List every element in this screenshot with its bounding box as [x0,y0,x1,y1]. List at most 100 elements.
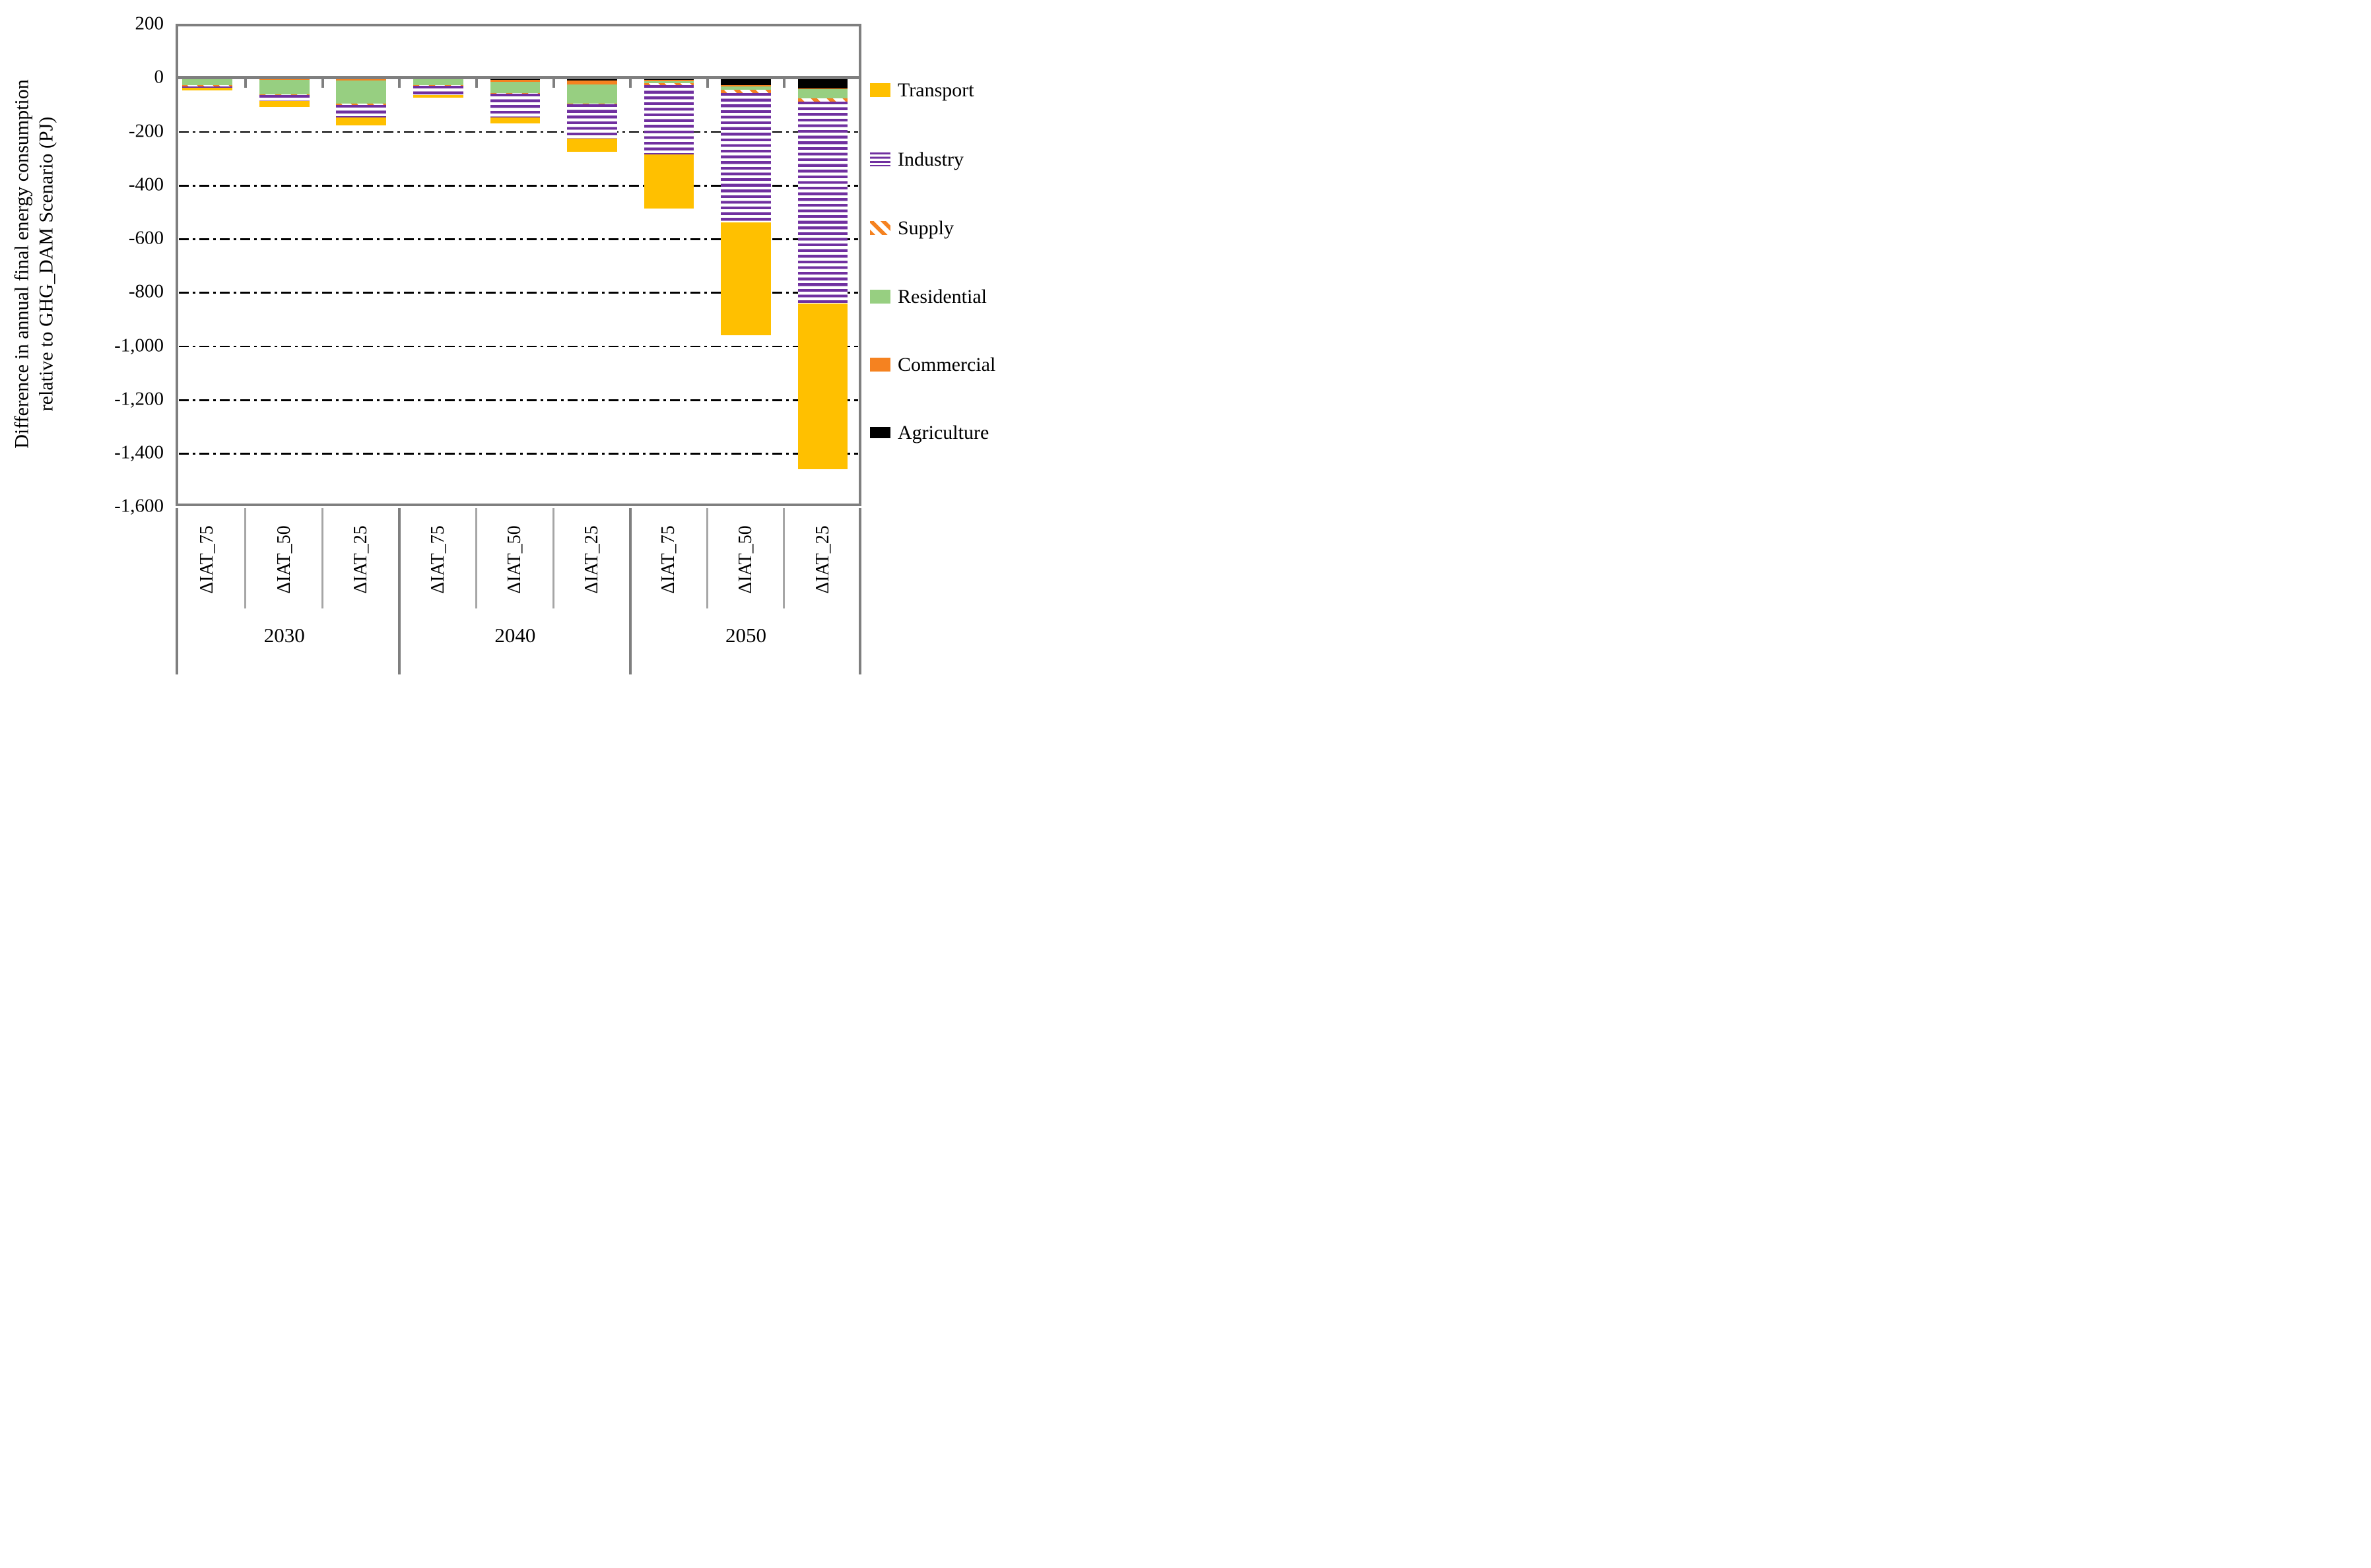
category-label: ΔIAT_75 [427,525,448,594]
bar-segment-commercial [721,85,771,86]
category-label: ΔIAT_25 [812,525,833,594]
bar-segment-transport [413,94,463,98]
category-label: ΔIAT_50 [735,525,756,594]
y-axis-tick-label: -1,200 [114,388,164,410]
category-separator [783,508,785,608]
bar-segment-transport [797,304,848,470]
y-axis-tick-label: -400 [128,174,164,195]
axis-tick [783,77,786,88]
year-label: 2030 [263,624,305,647]
category-separator [321,508,323,608]
bar-segment-commercial [567,81,617,85]
bar-segment-agriculture [797,77,848,88]
category-label: ΔIAT_25 [581,525,602,594]
axis-tick [321,77,324,88]
bar-segment-residential [259,80,310,94]
category-separator [475,508,477,608]
agriculture-swatch-icon [870,427,890,438]
year-group-separator [629,508,632,674]
bar-segment-transport [567,139,617,152]
axis-tick [475,77,478,88]
y-axis-tick-label: -1,400 [114,441,164,463]
year-label: 2050 [725,624,766,647]
bar-segment-supply [567,103,617,105]
bar-segment-supply [490,93,541,94]
category-label: ΔIAT_75 [658,525,679,594]
bar-segment-transport [490,117,541,124]
axis-tick [398,77,401,88]
bar-segment-residential [182,77,232,86]
bar-segment-supply [182,85,232,86]
industry-swatch-icon [870,152,890,166]
legend-label: Residential [898,286,987,308]
legend-label: Commercial [898,354,996,376]
bar-segment-industry [721,92,771,223]
y-axis-tick-label: -1,000 [114,335,164,356]
residential-swatch-icon [870,290,890,304]
chart-root: Difference in annual final energy consum… [0,0,1035,684]
category-label: ΔIAT_75 [197,525,218,594]
gridline [179,453,858,455]
y-axis-tick-label: 0 [154,66,164,88]
year-label: 2040 [494,624,536,647]
bar-segment-transport [644,154,694,209]
bar-segment-industry [336,104,387,117]
axis-edge-separator [176,508,178,674]
gridline [179,399,858,401]
bar-segment-supply [413,84,463,86]
legend-label: Supply [898,217,954,239]
bar-segment-industry [567,104,617,139]
bar-segment-industry [644,85,694,155]
transport-swatch-icon [870,83,890,97]
bar-segment-industry [797,102,848,304]
axis-tick [706,77,709,88]
supply-swatch-icon [870,221,890,235]
gridline [179,292,858,294]
y-axis-tick-label: 200 [135,13,164,34]
bar-segment-commercial [336,77,387,81]
bar-segment-industry [413,85,463,95]
axis-tick [552,77,555,88]
bar-segment-supply [644,82,694,86]
bar-segment-transport [259,101,310,107]
bar-segment-residential [413,79,463,85]
bar-segment-transport [336,117,387,126]
y-axis-tick-label: -1,600 [114,495,164,517]
bar-segment-residential [567,84,617,104]
category-separator [706,508,708,608]
plot-border [176,24,861,506]
legend-label: Agriculture [898,422,989,443]
bar-segment-agriculture [721,77,771,86]
bar-segment-supply [259,94,310,95]
zero-axis-line [176,76,861,79]
bar-segment-transport [182,87,232,90]
bar-segment-residential [797,88,848,99]
legend-label: Industry [898,148,964,170]
axis-edge-separator [859,508,861,674]
axis-tick [244,77,248,88]
bar-segment-agriculture [567,77,617,81]
bar-segment-residential [644,81,694,83]
bar-segment-commercial [490,79,541,82]
category-separator [244,508,247,608]
bar-segment-supply [797,98,848,102]
bar-segment-commercial [797,88,848,89]
bar-segment-supply [336,104,387,105]
category-label: ΔIAT_25 [351,525,372,594]
bar-segment-residential [336,81,387,104]
gridline [179,238,858,240]
legend-label: Transport [898,79,974,101]
commercial-swatch-icon [870,358,890,372]
bar-segment-residential [721,86,771,90]
bar-segment-commercial [644,80,694,82]
y-axis-tick-label: -800 [128,280,164,302]
category-label: ΔIAT_50 [504,525,525,594]
gridline [179,131,858,133]
category-separator [552,508,554,608]
bar-segment-supply [721,90,771,93]
y-axis-tick-label: -200 [128,120,164,142]
y-axis-tick-label: -600 [128,227,164,249]
bar-segment-industry [182,86,232,88]
gridline [179,184,858,187]
gridline [179,345,858,348]
